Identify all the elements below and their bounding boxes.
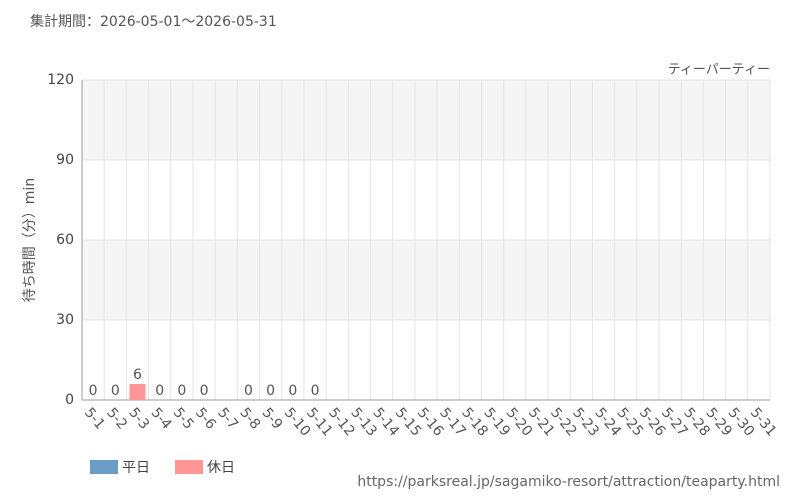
x-tick-label: 5-8 <box>236 405 263 433</box>
y-tick-label: 60 <box>56 232 74 248</box>
data-label: 0 <box>155 383 164 399</box>
x-tick-label: 5-4 <box>148 405 175 433</box>
y-tick-label: 0 <box>65 392 74 408</box>
x-tick-label: 5-3 <box>125 405 152 433</box>
data-label: 6 <box>133 367 142 383</box>
data-label: 0 <box>89 383 98 399</box>
y-tick-label: 30 <box>56 312 74 328</box>
data-label: 0 <box>177 383 186 399</box>
x-tick-label: 5-7 <box>214 405 241 433</box>
chart-title: 集計期間：2026-05-01～2026-05-31 <box>30 13 277 30</box>
data-label: 0 <box>288 383 297 399</box>
data-label: 0 <box>266 383 275 399</box>
y-tick-label: 120 <box>47 72 74 88</box>
bar <box>129 384 146 400</box>
x-tick-label: 5-1 <box>81 405 108 433</box>
data-label: 0 <box>200 383 209 399</box>
grid-band <box>82 80 770 160</box>
legend-swatch <box>175 460 203 474</box>
legend-swatch <box>90 460 118 474</box>
grid-band <box>82 240 770 320</box>
source-url: https://parksreal.jp/sagamiko-resort/att… <box>357 474 780 490</box>
y-tick-label: 90 <box>56 152 74 168</box>
data-label: 0 <box>311 383 320 399</box>
legend-label: 平日 <box>122 460 150 476</box>
data-label: 0 <box>111 383 120 399</box>
legend-label: 休日 <box>207 460 235 476</box>
x-tick-label: 5-6 <box>192 405 219 433</box>
y-axis-label: 待ち時間（分）min <box>22 178 38 302</box>
x-tick-label: 5-5 <box>170 405 197 433</box>
x-tick-label: 5-9 <box>259 405 286 433</box>
chart-subtitle: ティーパーティー <box>668 63 770 78</box>
data-label: 0 <box>244 383 253 399</box>
x-tick-label: 5-2 <box>103 405 130 433</box>
